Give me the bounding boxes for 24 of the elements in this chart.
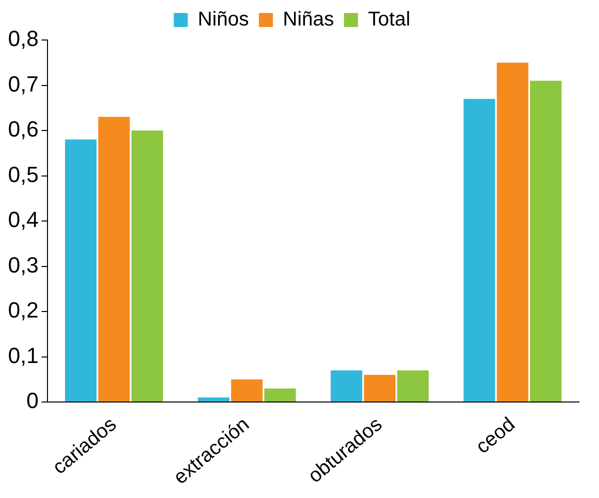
bar [364,374,396,402]
y-tick-label: 0,7 [8,71,39,96]
bar [131,130,163,402]
bar [496,62,528,402]
legend-label: Niñas [282,8,334,31]
bar [264,388,296,402]
bar [330,370,362,402]
bar [231,379,263,402]
bar [98,116,130,402]
y-tick-label: 0,2 [8,298,39,323]
bar [65,140,97,402]
y-tick-label: 0,4 [8,207,39,232]
legend-label: Niños [198,8,249,31]
y-tick-label: 0,5 [8,162,39,187]
y-tick-label: 0,6 [8,116,39,142]
bar [464,98,496,402]
bar [397,370,429,402]
y-tick-label: 0,8 [8,26,39,52]
y-tick-label: 0,3 [8,252,39,278]
bar [530,80,562,402]
legend-label: Total [368,8,410,31]
y-tick-label: 0 [26,388,39,414]
y-tick-label: 0,1 [8,342,39,368]
bar [198,398,230,402]
